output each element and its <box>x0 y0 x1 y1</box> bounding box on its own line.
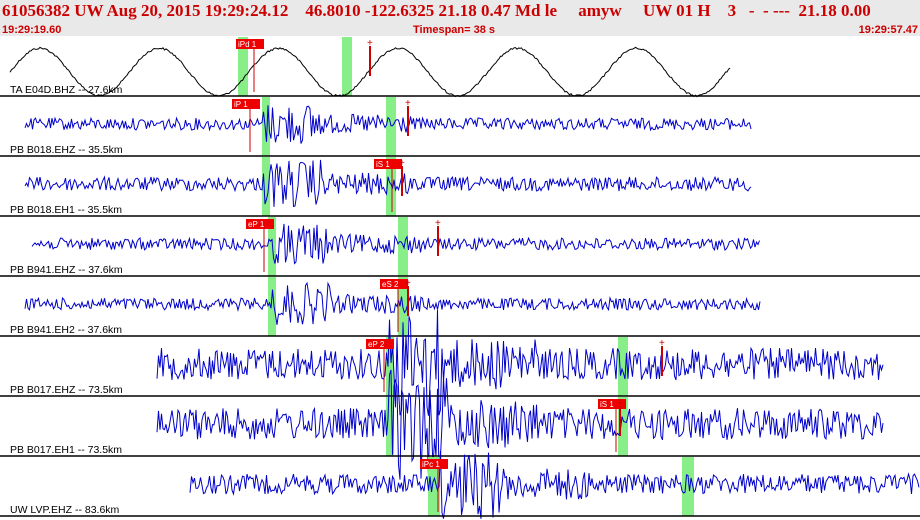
pick-label: iPd 1 <box>238 40 257 49</box>
start-time: 19:29:19.60 <box>2 24 62 36</box>
waveform <box>24 281 761 325</box>
seismogram-panel[interactable]: iPd 1 + TA E04D.BHZ -- 27.6km iP 1 + PB B018.… <box>0 36 920 520</box>
plus-marker: + <box>659 338 665 349</box>
station-label: PB B018.EH1 -- 35.5km <box>10 204 122 216</box>
station-label: PB B017.EH1 -- 73.5km <box>10 444 122 456</box>
station-label: UW LVP.EHZ -- 83.6km <box>10 504 120 516</box>
pick-label: eS 2 <box>382 280 399 289</box>
station-label: PB B941.EH2 -- 37.6km <box>10 324 122 336</box>
trace-panel[interactable]: eP 1 + PB B941.EHZ -- 37.6km <box>0 217 920 277</box>
pick-label: iP 1 <box>234 100 248 109</box>
station-label: PB B017.EHZ -- 73.5km <box>10 384 123 396</box>
waveform <box>156 309 884 416</box>
pick-window-band <box>342 37 352 96</box>
pick-label: iPc 1 <box>422 460 440 469</box>
plus-marker: + <box>399 158 405 169</box>
pick-label-box[interactable] <box>380 279 408 289</box>
trace-panel[interactable]: iS 1 + PB B018.EH1 -- 35.5km <box>0 157 920 217</box>
plus-marker: + <box>435 218 441 229</box>
waveform <box>31 223 760 265</box>
waveform <box>156 369 884 480</box>
station-label: PB B941.EHZ -- 37.6km <box>10 264 123 276</box>
pick-window-band <box>618 337 628 396</box>
event-title: 61056382 UW Aug 20, 2015 19:29:24.12 46.… <box>2 1 871 20</box>
pick-window-band <box>618 397 628 456</box>
timespan-label: Timespan= 38 s <box>413 24 496 36</box>
pick-window-band <box>386 97 396 156</box>
pick-window-band <box>682 457 694 516</box>
pick-label-box[interactable] <box>246 219 274 229</box>
pick-label-box[interactable] <box>232 99 260 109</box>
station-label: TA E04D.BHZ -- 27.6km <box>10 84 123 96</box>
pick-label: iS 1 <box>376 160 390 169</box>
pick-label-box[interactable] <box>420 459 448 469</box>
pick-window-band <box>386 397 394 456</box>
end-time: 19:29:57.47 <box>858 24 918 36</box>
plus-marker: + <box>405 278 411 289</box>
plus-marker: + <box>405 98 411 109</box>
waveform <box>24 105 752 144</box>
waveform <box>24 159 752 208</box>
pick-window-band <box>386 157 396 216</box>
pick-label-box[interactable] <box>366 339 394 349</box>
pick-window-band <box>262 157 270 216</box>
trace-panel[interactable]: iS 1 + PB B017.EH1 -- 73.5km <box>0 369 920 480</box>
pick-window-band <box>268 217 276 276</box>
pick-window-band <box>262 97 270 156</box>
pick-label: iS 1 <box>600 400 614 409</box>
trace-panel[interactable]: iPc 1 UW LVP.EHZ -- 83.6km <box>0 450 920 519</box>
event-header: 61056382 UW Aug 20, 2015 19:29:24.12 46.… <box>0 0 920 36</box>
waveform <box>189 450 920 519</box>
pick-label: eP 2 <box>368 340 385 349</box>
plus-marker: + <box>367 38 373 49</box>
pick-label-box[interactable] <box>236 39 264 49</box>
plus-marker: + <box>617 398 623 409</box>
trace-panel[interactable]: iPd 1 + TA E04D.BHZ -- 27.6km <box>0 37 920 98</box>
pick-label: eP 1 <box>248 220 265 229</box>
station-label: PB B018.EHZ -- 35.5km <box>10 144 123 156</box>
pick-window-band <box>238 37 248 96</box>
trace-panel[interactable]: eP 2 + PB B017.EHZ -- 73.5km <box>0 309 920 416</box>
pick-label-box[interactable] <box>374 159 402 169</box>
pick-window-band <box>428 457 440 516</box>
pick-window-band <box>268 277 276 336</box>
trace-panel[interactable]: iP 1 + PB B018.EHZ -- 35.5km <box>0 97 920 157</box>
pick-window-band <box>386 337 394 396</box>
trace-panel[interactable]: eS 2 + PB B941.EH2 -- 37.6km <box>0 277 920 337</box>
pick-label-box[interactable] <box>598 399 626 409</box>
